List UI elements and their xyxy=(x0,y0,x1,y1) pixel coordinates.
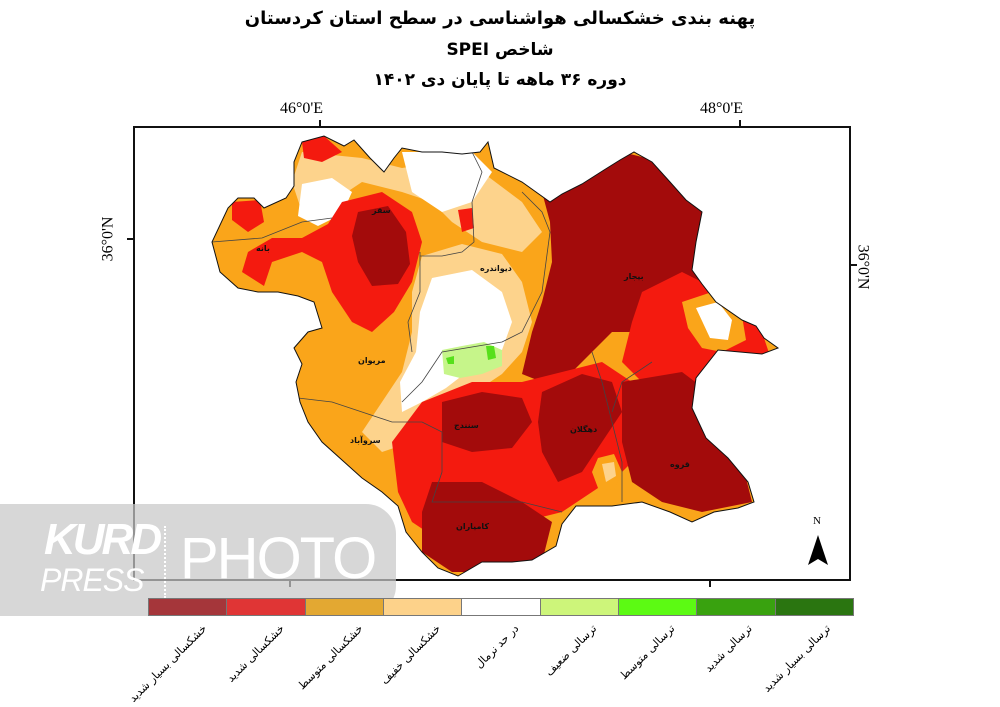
legend-label-weak-wet: ترسالی ضعیف xyxy=(542,622,600,679)
city-label-kamyaran: کامیاران xyxy=(456,522,490,531)
index-subtitle: شاخص SPEI xyxy=(446,40,554,60)
legend-label-severe-drought: خشکسالی شدید xyxy=(224,622,288,685)
longitude-label-48: 48°0'E xyxy=(700,100,744,117)
watermark-divider xyxy=(164,526,166,598)
legend-label-mild-drought: خشکسالی خفیف xyxy=(378,622,444,688)
longitude-label-46: 46°0'E xyxy=(280,100,324,117)
north-label: N xyxy=(813,515,821,527)
watermark-brand-bottom: PRESS xyxy=(40,562,144,598)
latitude-label-right: 36°0'N xyxy=(854,244,872,290)
city-label-qorveh: قروه xyxy=(670,460,690,469)
spei-map xyxy=(211,135,780,577)
legend-swatch-moderate-wet xyxy=(618,599,698,615)
legend-swatch-normal xyxy=(462,599,541,615)
city-label-divandarreh: دیواندره xyxy=(480,264,512,273)
city-label-baneh: بانه xyxy=(256,244,270,253)
legend-label-moderate-drought: خشکسالی متوسط xyxy=(294,622,366,693)
north-arrow-icon xyxy=(808,535,828,565)
legend-label-very-severe-drought: خشکسالی بسیار شدید xyxy=(126,622,210,705)
tick-bottom-48 xyxy=(709,579,711,587)
city-label-sarvabad: سروآباد xyxy=(350,436,381,445)
tick-right-36 xyxy=(849,264,857,266)
tick-top-46 xyxy=(319,120,321,128)
legend-swatch-very-severe-drought xyxy=(149,599,228,615)
legend-swatch-moderate-drought xyxy=(305,599,384,615)
legend-swatch-weak-wet xyxy=(540,599,619,615)
period-subtitle: دوره ۳۶ ماهه تا پایان دی ۱۴۰۲ xyxy=(373,70,627,90)
kurdpress-watermark: KURD PRESS PHOTO xyxy=(0,504,396,616)
watermark-photo-text: PHOTO xyxy=(180,526,377,591)
legend-label-severe-wet: ترسالی شدید xyxy=(702,622,756,675)
tick-top-48 xyxy=(739,120,741,128)
legend-label-very-severe-wet: ترسالی بسیار شدید xyxy=(760,622,834,695)
map-title: پهنه بندی خشکسالی هواشناسی در سطح استان … xyxy=(244,8,756,29)
watermark-brand-top: KURD xyxy=(44,515,162,564)
province-outline xyxy=(211,135,780,577)
map-frame xyxy=(127,120,857,587)
city-label-marivan: مریوان xyxy=(358,356,386,365)
legend-swatch-very-severe-wet xyxy=(775,599,853,615)
legend-color-bar xyxy=(148,598,854,616)
legend-swatch-mild-drought xyxy=(383,599,463,615)
latitude-label-left: 36°0'N xyxy=(99,216,117,262)
legend-label-moderate-wet: ترسالی متوسط xyxy=(616,622,678,683)
legend-label-normal: در حد نرمال xyxy=(472,622,522,671)
legend-swatch-severe-drought xyxy=(227,599,306,615)
tick-left-36 xyxy=(127,238,135,240)
city-label-bijar: بیجار xyxy=(624,272,644,281)
city-label-sanandaj: سنندج xyxy=(454,421,479,430)
legend-swatch-severe-wet xyxy=(697,599,776,615)
city-label-saqqez: سقز xyxy=(372,206,391,215)
city-label-dehgolan: دهگلان xyxy=(570,425,598,434)
